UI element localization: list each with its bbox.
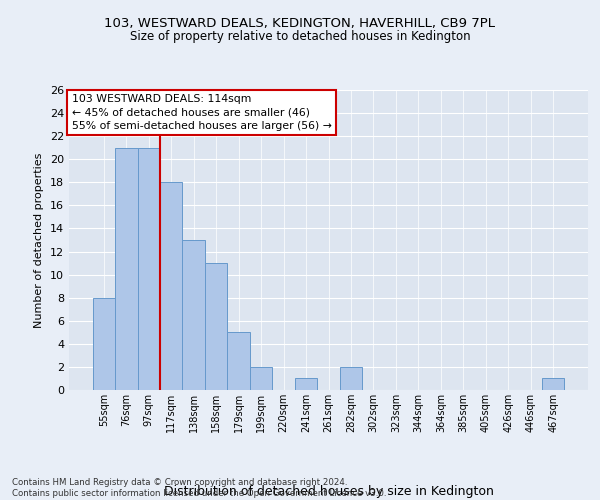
Bar (340, 367, 362, 390)
Bar (92, 298, 115, 390)
Text: Size of property relative to detached houses in Kedington: Size of property relative to detached ho… (130, 30, 470, 43)
Bar (250, 367, 272, 390)
Text: 103, WESTWARD DEALS, KEDINGTON, HAVERHILL, CB9 7PL: 103, WESTWARD DEALS, KEDINGTON, HAVERHIL… (104, 18, 496, 30)
Bar (160, 182, 182, 390)
Bar (205, 263, 227, 390)
Y-axis label: Number of detached properties: Number of detached properties (34, 152, 44, 328)
Text: Contains HM Land Registry data © Crown copyright and database right 2024.
Contai: Contains HM Land Registry data © Crown c… (12, 478, 386, 498)
Bar (182, 240, 205, 390)
Text: 103 WESTWARD DEALS: 114sqm
← 45% of detached houses are smaller (46)
55% of semi: 103 WESTWARD DEALS: 114sqm ← 45% of deta… (71, 94, 331, 131)
Bar (115, 148, 137, 390)
X-axis label: Distribution of detached houses by size in Kedington: Distribution of detached houses by size … (164, 485, 493, 498)
Bar (542, 378, 565, 390)
Bar (295, 378, 317, 390)
Bar (137, 148, 160, 390)
Bar (227, 332, 250, 390)
